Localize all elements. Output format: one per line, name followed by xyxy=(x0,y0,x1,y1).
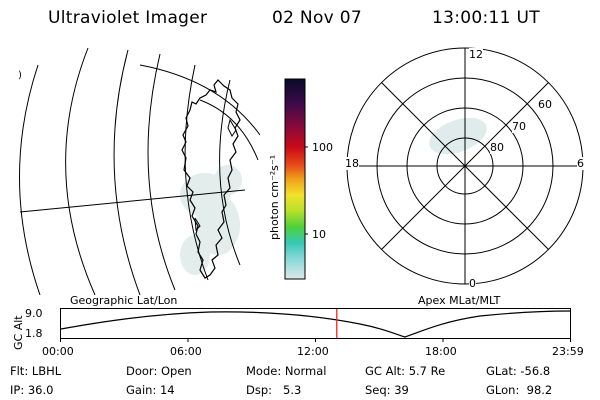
filter-label: Flt: xyxy=(10,364,29,378)
observation-time: 13:00:11 UT xyxy=(432,8,540,28)
instrument-title: Ultraviolet Imager xyxy=(48,8,208,28)
glon-value: 98.2 xyxy=(526,383,553,397)
colorbar-unit-label: photon cm⁻²s⁻¹ xyxy=(268,154,281,240)
altitude-timeline xyxy=(60,308,571,342)
glat-info: GLat: -56.8 xyxy=(486,364,550,378)
geographic-panel-label: Geographic Lat/Lon xyxy=(70,294,178,307)
polar-mlat-mlt-plot xyxy=(346,47,584,285)
colorbar-tick-100: 100 xyxy=(312,141,333,154)
ip-value: 36.0 xyxy=(27,383,54,397)
gc-altitude-info: GC Alt: 5.7 Re xyxy=(365,364,445,378)
dsp-value: 5.3 xyxy=(283,383,302,397)
mlt-label-18: 18 xyxy=(345,157,359,170)
mlt-label-12: 12 xyxy=(469,48,483,61)
time-tick-1800: 18:00 xyxy=(425,345,457,358)
glon-info: GLon: 98.2 xyxy=(486,383,552,397)
coastline xyxy=(181,79,241,279)
time-tick-1200: 12:00 xyxy=(297,345,329,358)
dsp-label: Dsp: xyxy=(246,383,273,397)
filter-info: Flt: LBHL xyxy=(10,364,61,378)
polar-diagonal-2 xyxy=(381,82,549,250)
glon-label: GLon: xyxy=(486,383,520,397)
door-label: Door: xyxy=(126,364,158,378)
filter-value: LBHL xyxy=(31,364,62,378)
dsp-info: Dsp: 5.3 xyxy=(246,383,301,397)
mode-info: Mode: Normal xyxy=(246,364,326,378)
mode-value: Normal xyxy=(284,364,327,378)
map-edge-mark: ) xyxy=(18,70,22,81)
door-info: Door: Open xyxy=(126,364,192,378)
sequence-info: Seq: 39 xyxy=(365,383,409,397)
glat-value: -56.8 xyxy=(520,364,551,378)
altitude-axis-label: GC Alt xyxy=(12,315,25,350)
altitude-tick-min: 1.8 xyxy=(25,327,43,340)
sequence-label: Seq: xyxy=(365,383,391,397)
altitude-plot-frame xyxy=(60,308,571,339)
ip-info: IP: 36.0 xyxy=(10,383,53,397)
gain-info: Gain: 14 xyxy=(126,383,175,397)
mode-label: Mode: xyxy=(246,364,282,378)
gain-value: 14 xyxy=(159,383,175,397)
time-tick-2359: 23:59 xyxy=(552,345,584,358)
altitude-tick-max: 9.0 xyxy=(25,307,43,320)
latitude-arcs xyxy=(19,47,241,295)
observation-date: 02 Nov 07 xyxy=(272,8,362,28)
altitude-curve xyxy=(60,310,571,338)
geographic-map xyxy=(19,47,260,295)
intensity-colorbar xyxy=(284,78,308,280)
time-tick-0000: 00:00 xyxy=(42,345,74,358)
time-tick-0600: 06:00 xyxy=(170,345,202,358)
gc-altitude-value: 5.7 Re xyxy=(408,364,446,378)
mlat-label-60: 60 xyxy=(538,98,552,111)
glat-label: GLat: xyxy=(486,364,517,378)
mlt-label-6: 6 xyxy=(577,157,584,170)
sequence-value: 39 xyxy=(394,383,409,397)
ip-label: IP: xyxy=(10,383,25,397)
gain-label: Gain: xyxy=(126,383,157,397)
mlat-label-80: 80 xyxy=(490,141,504,154)
door-value: Open xyxy=(160,364,192,378)
mlat-label-70: 70 xyxy=(512,120,526,133)
mlt-label-0: 0 xyxy=(469,277,476,290)
gc-altitude-label: GC Alt: xyxy=(365,364,406,378)
colorbar-tick-10: 10 xyxy=(312,228,326,241)
polar-panel-label: Apex MLat/MLT xyxy=(418,294,501,307)
